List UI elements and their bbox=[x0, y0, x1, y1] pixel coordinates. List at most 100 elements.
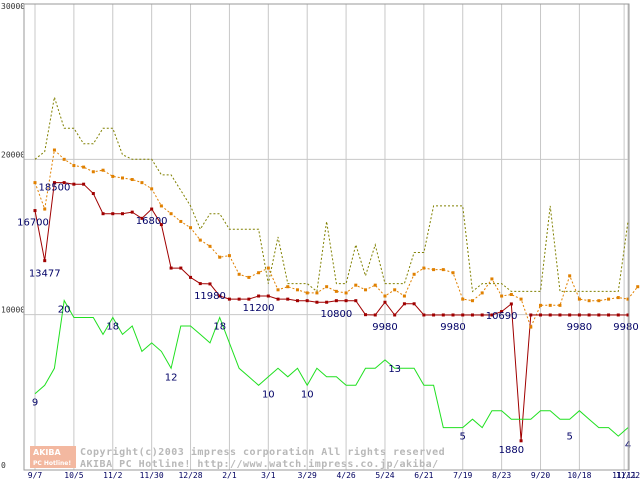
marker-avg bbox=[344, 291, 348, 295]
shop-count-label: 18 bbox=[106, 321, 119, 332]
marker-min bbox=[169, 266, 173, 270]
marker-avg bbox=[111, 174, 115, 178]
marker-avg bbox=[548, 303, 552, 307]
shop-count-label: 9 bbox=[32, 398, 38, 409]
marker-min bbox=[227, 297, 231, 301]
marker-avg bbox=[577, 297, 581, 301]
marker-min bbox=[91, 192, 95, 196]
x-tick-label: 10/5 bbox=[64, 471, 83, 480]
marker-min bbox=[451, 313, 455, 317]
shop-count-label: 13 bbox=[388, 364, 401, 375]
marker-min bbox=[150, 207, 154, 211]
marker-avg bbox=[626, 297, 630, 301]
watermark: AKIBA PC Hotline! Copyright(c)2003 impre… bbox=[30, 446, 445, 470]
data-labels: 16700 13477 18500 16800 11980 11200 10800 9980 9… bbox=[17, 183, 639, 456]
marker-min bbox=[616, 313, 620, 317]
x-tick-label: 11/22 bbox=[616, 471, 640, 480]
series-line-shops bbox=[34, 298, 629, 437]
marker-avg bbox=[354, 283, 358, 287]
x-tick-label: 3/29 bbox=[298, 471, 317, 480]
marker-min bbox=[364, 313, 368, 317]
marker-avg bbox=[325, 285, 329, 289]
marker-min bbox=[33, 209, 37, 213]
marker-avg bbox=[509, 292, 513, 296]
marker-avg bbox=[198, 238, 202, 242]
marker-min bbox=[247, 297, 251, 301]
marker-min bbox=[120, 212, 124, 216]
shop-count-label: 20 bbox=[58, 305, 71, 316]
series-markers bbox=[33, 148, 640, 443]
price-label: 16700 bbox=[17, 218, 49, 229]
marker-avg bbox=[266, 266, 270, 270]
marker-min bbox=[587, 313, 591, 317]
marker-avg bbox=[130, 178, 134, 182]
marker-min bbox=[412, 302, 416, 306]
marker-avg bbox=[43, 207, 47, 211]
x-tick-label: 7/19 bbox=[453, 471, 472, 480]
marker-min bbox=[470, 313, 474, 317]
price-label: 9980 bbox=[567, 322, 592, 333]
x-tick-label: 9/7 bbox=[28, 471, 43, 480]
marker-avg bbox=[451, 271, 455, 275]
marker-min bbox=[140, 216, 144, 220]
marker-avg bbox=[364, 288, 368, 292]
x-tick-label: 10/18 bbox=[567, 471, 591, 480]
marker-avg bbox=[305, 291, 309, 295]
marker-avg bbox=[636, 285, 640, 289]
shop-count-label: 5 bbox=[566, 432, 572, 443]
price-label: 11980 bbox=[194, 291, 226, 302]
marker-avg bbox=[432, 268, 436, 272]
marker-avg bbox=[62, 157, 66, 161]
marker-min bbox=[548, 313, 552, 317]
marker-avg bbox=[519, 297, 523, 301]
marker-min bbox=[305, 299, 309, 303]
marker-min bbox=[373, 313, 377, 317]
series-line-min bbox=[34, 182, 628, 441]
price-label: 9980 bbox=[372, 322, 397, 333]
marker-avg bbox=[616, 296, 620, 300]
marker-avg bbox=[402, 294, 406, 298]
marker-avg bbox=[208, 244, 212, 248]
marker-min bbox=[266, 294, 270, 298]
price-label: 9980 bbox=[613, 322, 638, 333]
marker-avg bbox=[52, 148, 56, 152]
marker-avg bbox=[140, 181, 144, 185]
marker-min bbox=[519, 439, 523, 443]
marker-min bbox=[62, 181, 66, 185]
marker-avg bbox=[101, 168, 105, 172]
marker-avg bbox=[373, 283, 377, 287]
x-tick-label: 8/23 bbox=[492, 471, 511, 480]
marker-min bbox=[558, 313, 562, 317]
marker-min bbox=[52, 181, 56, 185]
shop-count-label: 10 bbox=[262, 389, 275, 400]
marker-min bbox=[325, 300, 329, 304]
marker-min bbox=[295, 299, 299, 303]
marker-avg bbox=[393, 288, 397, 292]
marker-avg bbox=[422, 266, 426, 270]
marker-avg bbox=[607, 297, 611, 301]
marker-min bbox=[432, 313, 436, 317]
marker-avg bbox=[480, 291, 484, 295]
plot-frame bbox=[23, 3, 630, 471]
marker-avg bbox=[150, 187, 154, 191]
marker-min bbox=[218, 294, 222, 298]
marker-min bbox=[509, 302, 513, 306]
marker-avg bbox=[91, 170, 95, 174]
marker-min bbox=[393, 313, 397, 317]
marker-min bbox=[334, 299, 338, 303]
marker-min bbox=[189, 275, 193, 279]
shop-count-label: 5 bbox=[460, 432, 466, 443]
price-label: 10690 bbox=[486, 311, 518, 322]
marker-avg bbox=[315, 291, 319, 295]
marker-avg bbox=[82, 165, 86, 169]
marker-min bbox=[101, 212, 105, 216]
logo-box bbox=[30, 446, 76, 468]
x-axis-ticks: 9/7 10/5 11/2 11/30 12/28 2/1 3/1 3/29 4/26 5/24 6… bbox=[28, 471, 640, 480]
marker-avg bbox=[334, 289, 338, 293]
site-url-text: AKIBA PC Hotline! http://www.watch.impre… bbox=[80, 458, 439, 470]
marker-min bbox=[529, 313, 533, 317]
marker-min bbox=[315, 300, 319, 304]
price-label: 11200 bbox=[243, 303, 275, 314]
x-tick-label: 11/11 bbox=[612, 471, 636, 480]
